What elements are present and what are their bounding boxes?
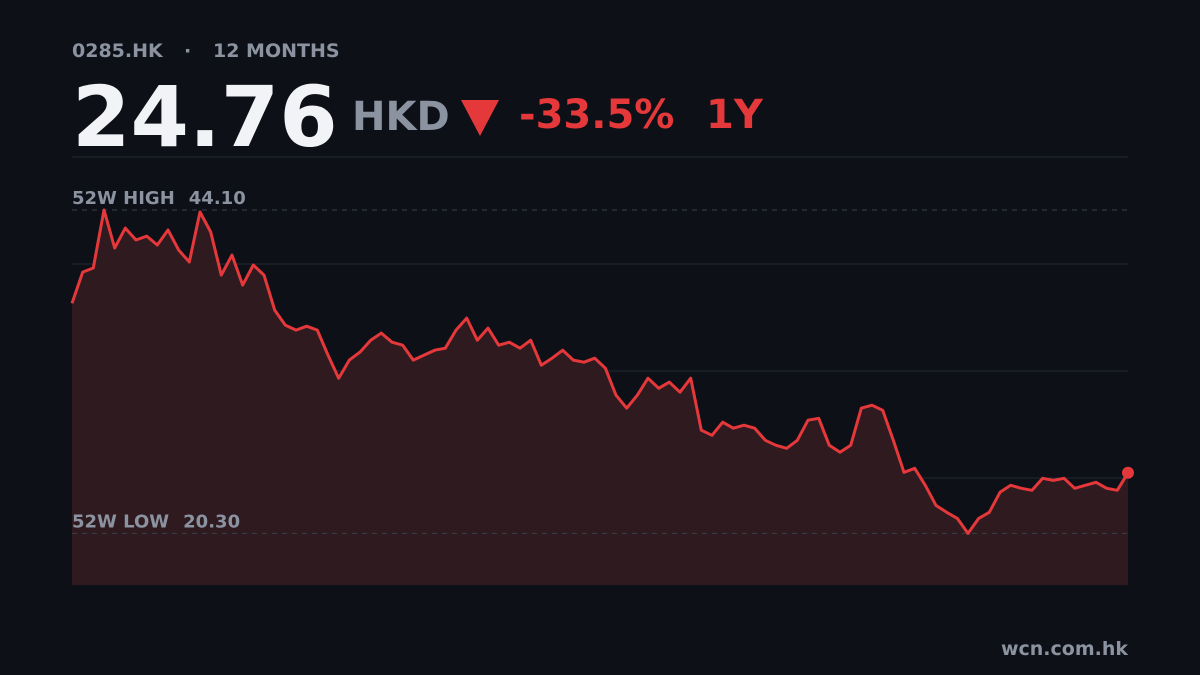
ticker: 0285.HK	[72, 40, 164, 62]
reference-label: 52W LOW 20.30	[72, 511, 240, 532]
down-arrow	[461, 100, 499, 136]
change: -33.5%	[519, 92, 674, 138]
separator: ·	[184, 40, 191, 62]
source: wcn.com.hk	[1001, 638, 1128, 660]
reference-value: 44.10	[189, 188, 246, 209]
area	[72, 210, 1128, 585]
reference-value: 20.30	[183, 511, 240, 532]
reference-name: 52W HIGH	[72, 188, 175, 209]
range-label: 1Y	[706, 92, 764, 138]
reference-name: 52W LOW	[72, 511, 169, 532]
last-point	[1122, 466, 1134, 479]
period: 12 MONTHS	[213, 40, 340, 62]
plot: 52W HIGH 44.10 52W LOW 20.30	[70, 188, 1134, 585]
price: 24.76	[72, 68, 338, 166]
price-line	[70, 208, 1130, 535]
currency: HKD	[352, 94, 450, 140]
reference-label: 52W HIGH 44.10	[72, 188, 246, 209]
